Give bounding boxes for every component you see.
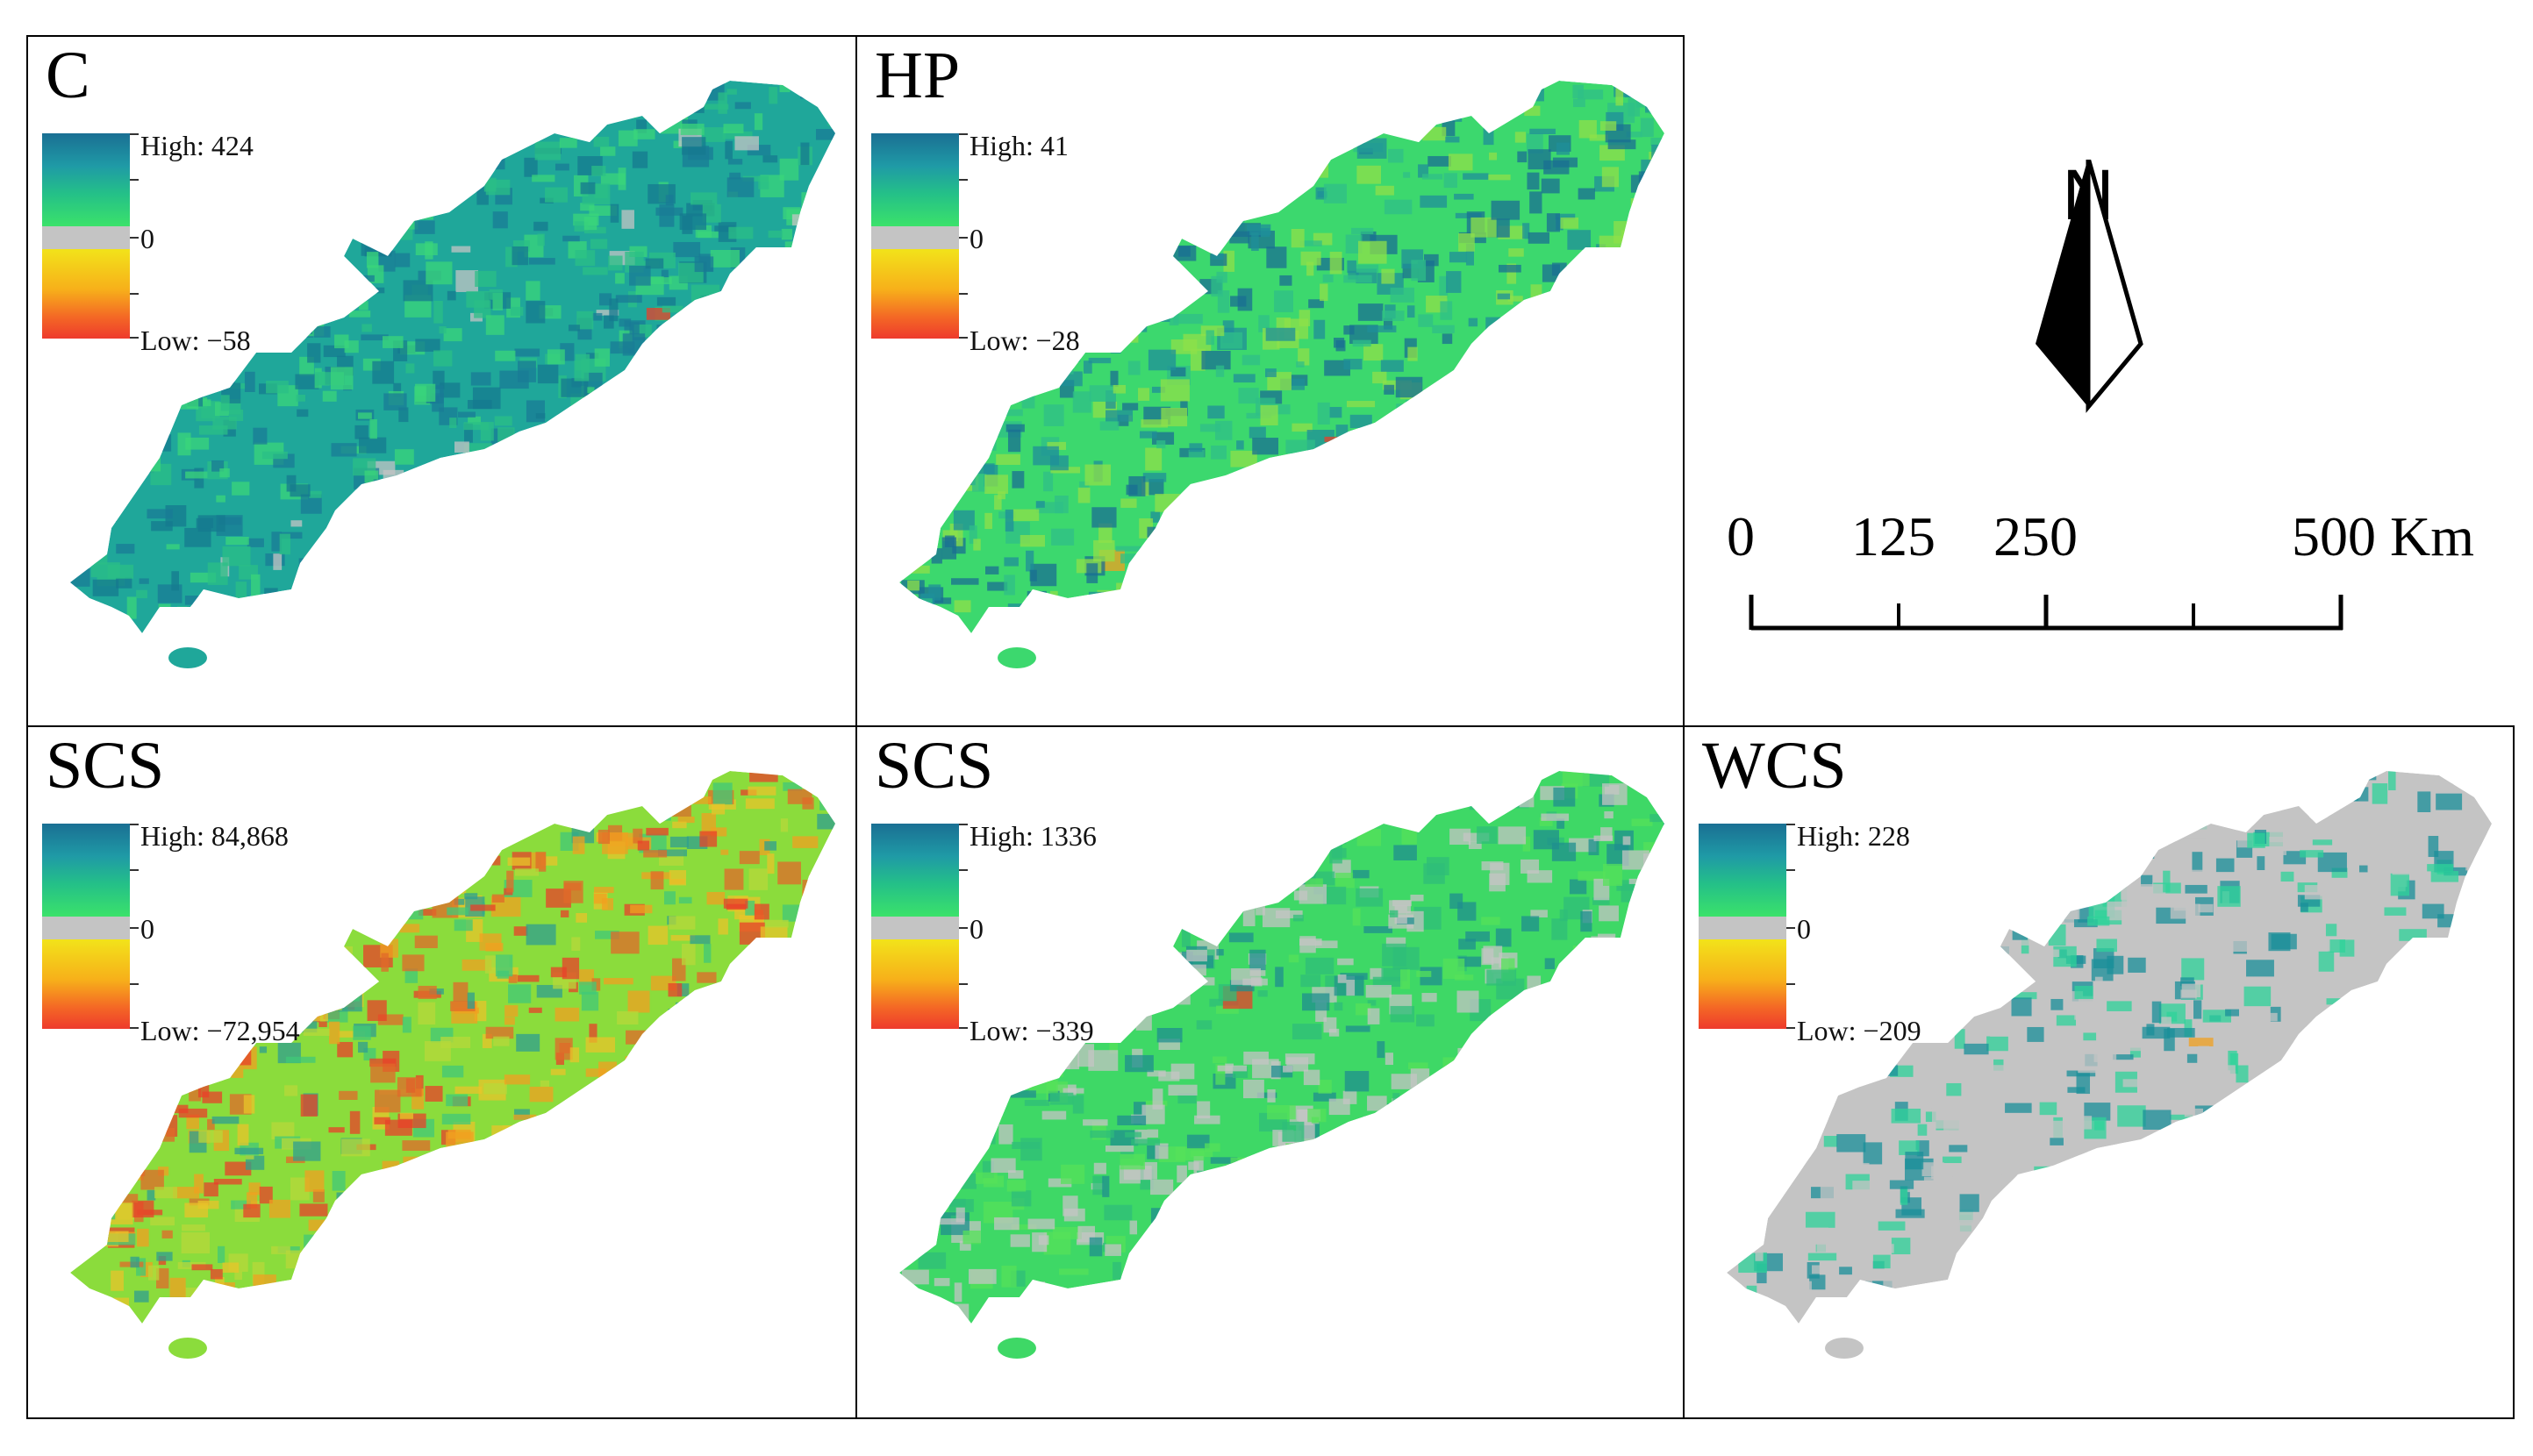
legend-zero-label: 0 (140, 223, 154, 254)
legend-zero-label: 0 (970, 223, 984, 254)
legend-color-ramp (871, 824, 959, 1029)
legend-zero-label: 0 (140, 913, 154, 945)
panel-title: SCS (46, 729, 165, 803)
north-arrow: N (2027, 160, 2150, 432)
scale-label-125: 125 (1851, 505, 1936, 567)
map-panel-wcs: WCS High: 228 0 Low: −209 (1685, 727, 2513, 1417)
frame-left (26, 35, 28, 1419)
legend-high-label: High: 41 (970, 130, 1069, 161)
panel-title: WCS (1702, 729, 1847, 803)
legend-color-ramp (42, 133, 130, 339)
legend-high-label: High: 1336 (970, 820, 1097, 852)
map-panel-c: C High: 424 0 Low: −58 (28, 37, 855, 725)
region-map (70, 771, 835, 1359)
scale-bar: 0 125 250 500 Km (1720, 505, 2474, 649)
legend-color-ramp (871, 133, 959, 339)
legend-color-ramp (42, 824, 130, 1029)
legend-high-label: High: 424 (140, 130, 254, 161)
panel-title: C (46, 39, 90, 112)
panel-title: HP (875, 39, 961, 112)
legend: High: 41 0 Low: −28 (871, 130, 1082, 354)
legend-low-label: Low: −339 (970, 1015, 1094, 1046)
scale-bar-graphic (1749, 595, 2343, 631)
legend: High: 228 0 Low: −209 (1699, 820, 1921, 1045)
scale-label-0: 0 (1727, 505, 1755, 567)
legend-low-label: Low: −28 (970, 325, 1080, 356)
frame-bottom (26, 1417, 2515, 1419)
legend: High: 1336 0 Low: −339 (871, 822, 1097, 1045)
legend-zero-label: 0 (970, 913, 984, 945)
frame-mid-col (855, 35, 857, 1419)
scale-label-500: 500 Km (2292, 505, 2474, 567)
map-panel-hp: HP High: 41 0 Low: −28 (857, 37, 1683, 725)
frame-right-top-col (1683, 35, 1685, 1419)
legend-low-label: Low: −209 (1797, 1015, 1921, 1046)
legend-high-label: High: 228 (1797, 820, 1910, 852)
panel-title: SCS (875, 729, 994, 803)
legend-low-label: Low: −58 (140, 325, 251, 356)
legend-low-label: Low: −72,954 (140, 1015, 300, 1046)
frame-middle-row (26, 725, 2515, 727)
north-arrow-icon (2036, 160, 2143, 413)
scale-label-250: 250 (1993, 505, 2078, 567)
legend-high-label: High: 84,868 (140, 820, 289, 852)
region-map (1727, 771, 2492, 1359)
region-map (70, 81, 835, 668)
map-panel-scs-2: SCS High: 1336 0 Low: −339 (857, 727, 1683, 1417)
legend-zero-label: 0 (1797, 913, 1811, 945)
map-panel-scs: SCS High: 84,868 0 Low: −72,954 (28, 727, 855, 1417)
legend: High: 424 0 Low: −58 (42, 130, 254, 354)
legend-color-ramp (1699, 824, 1786, 1029)
legend: High: 84,868 0 Low: −72,954 (42, 822, 300, 1045)
region-map (899, 81, 1664, 668)
frame-right (2513, 725, 2515, 1419)
